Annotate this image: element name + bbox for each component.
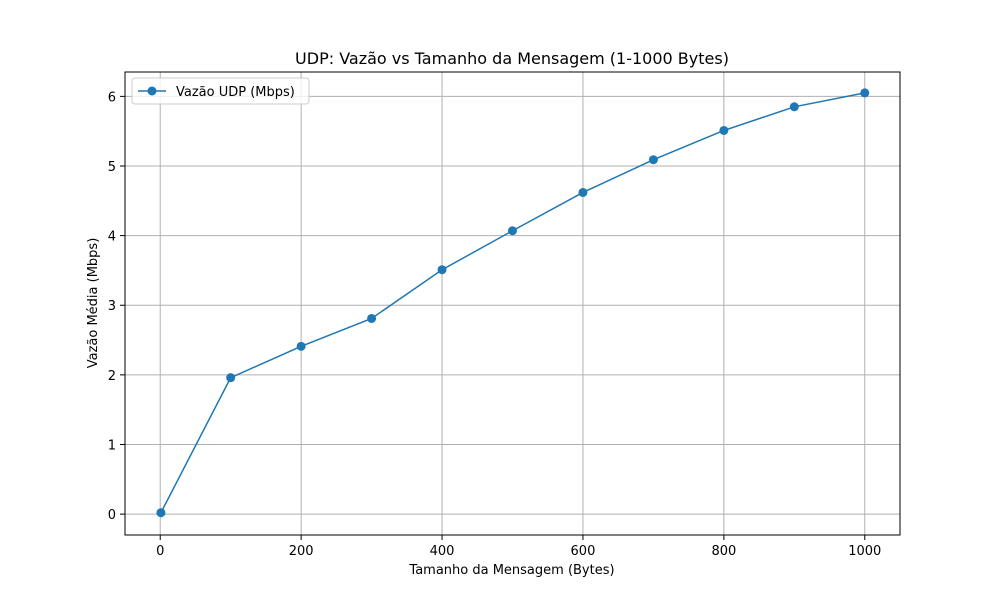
data-point [648, 155, 658, 165]
x-tick-label: 1000 [848, 544, 881, 559]
data-point [789, 102, 799, 112]
y-tick-label: 3 [108, 299, 116, 314]
data-point [578, 187, 588, 197]
x-tick-label: 800 [711, 544, 736, 559]
y-tick-label: 4 [108, 230, 116, 245]
y-tick-label: 0 [108, 508, 116, 523]
ticks-layer: 0 200 400 600 800 1000 0 1 2 3 4 5 6 [108, 90, 882, 559]
x-tick-label: 600 [571, 544, 596, 559]
data-point [860, 88, 870, 98]
x-axis-label: Tamanho da Mensagem (Bytes) [408, 563, 614, 578]
data-point [226, 373, 236, 383]
y-tick-label: 6 [108, 90, 116, 105]
plot-frame [124, 71, 901, 536]
x-tick-label: 0 [156, 544, 164, 559]
data-point [367, 313, 377, 323]
x-tick-label: 200 [289, 544, 314, 559]
data-point [719, 125, 729, 135]
series-layer [156, 88, 870, 518]
legend-box [131, 77, 310, 105]
data-point [156, 508, 166, 518]
y-axis-label: Vazão Média (Mbps) [86, 238, 101, 369]
data-point [508, 226, 517, 236]
y-tick-label: 2 [108, 369, 116, 384]
x-tick-label: 400 [430, 544, 455, 559]
grid-layer [125, 72, 900, 535]
legend-series-label: Vazão UDP (Mbps) [176, 85, 295, 100]
chart-title: UDP: Vazão vs Tamanho da Mensagem (1-100… [295, 49, 729, 68]
legend-series-marker [147, 86, 157, 96]
data-point [296, 341, 306, 351]
y-tick-label: 1 [108, 438, 116, 453]
y-tick-label: 5 [108, 160, 116, 175]
data-point [437, 265, 447, 275]
legend: Vazão UDP (Mbps) [131, 77, 310, 105]
series-line [160, 92, 865, 514]
